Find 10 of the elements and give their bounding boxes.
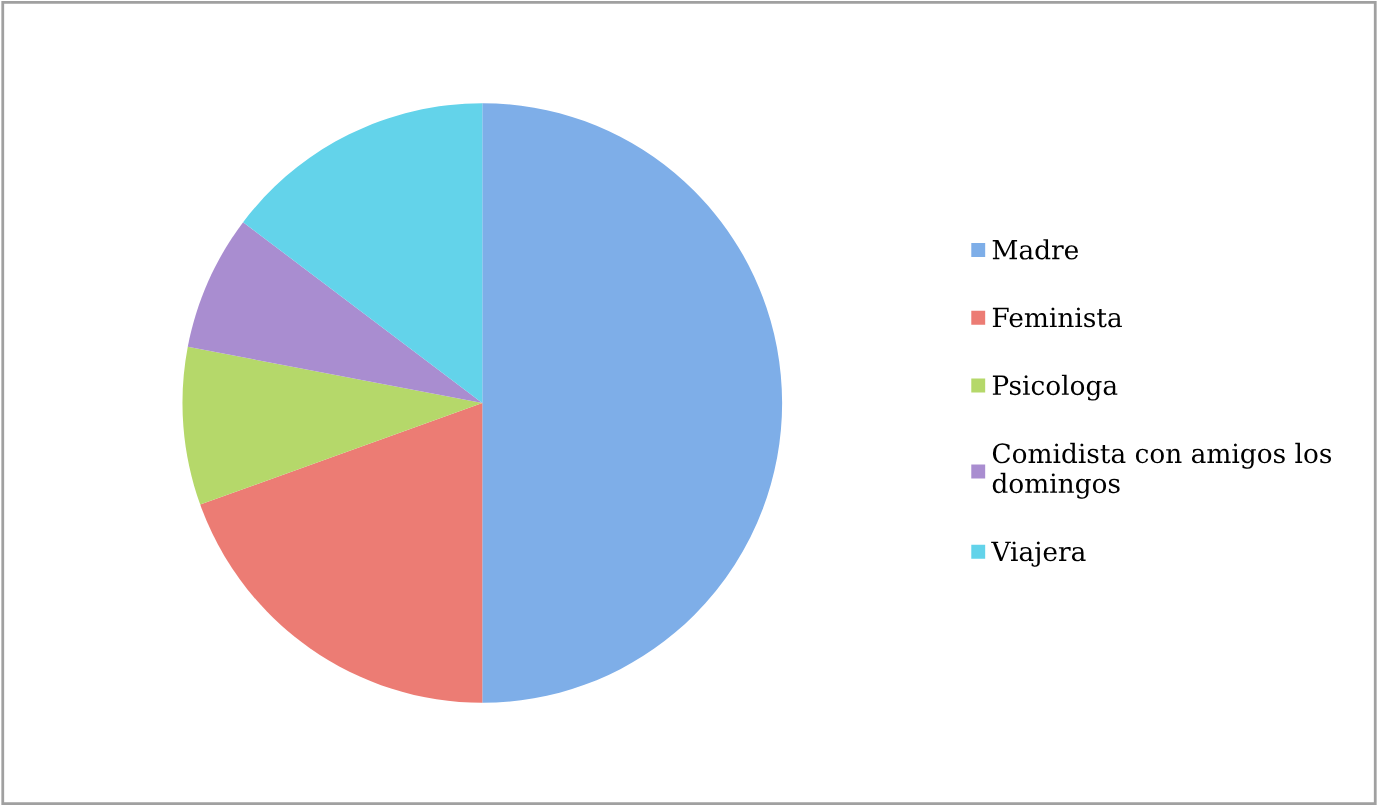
legend-label: Feminista xyxy=(992,307,1122,328)
pie-slice xyxy=(187,222,483,403)
legend-label: Madre xyxy=(992,239,1078,260)
legend-label: Psicologa xyxy=(992,374,1118,401)
legend-label: Viajera xyxy=(991,541,1086,567)
pie-slice xyxy=(243,103,483,403)
pie-slice xyxy=(182,346,483,505)
pie-slice xyxy=(482,103,783,703)
legend-label: Comidista con amigos los domingos xyxy=(992,442,1332,499)
pie-slice xyxy=(200,403,483,703)
